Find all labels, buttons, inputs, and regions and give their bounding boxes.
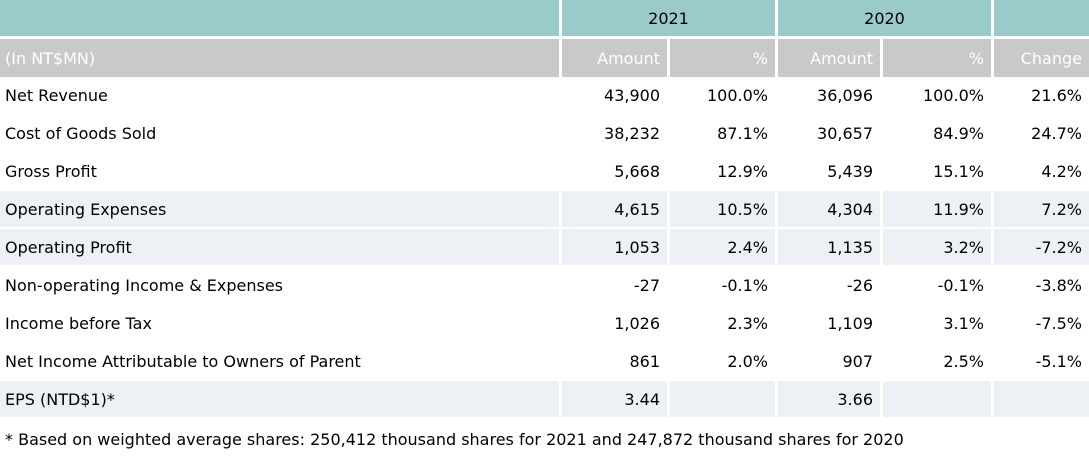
change-header: Change: [994, 39, 1089, 77]
table-row-operating-profit: Operating Profit 1,053 2.4% 1,135 3.2% -…: [0, 229, 1089, 267]
pct-2020: 3.1%: [883, 305, 994, 343]
change-pct: -5.1%: [994, 343, 1089, 381]
amount-2021: 38,232: [562, 115, 670, 153]
change-pct: 21.6%: [994, 77, 1089, 115]
year-header-2020: 2020: [778, 0, 994, 39]
amount-2020: 1,135: [778, 229, 883, 267]
pct-2020: 15.1%: [883, 153, 994, 191]
pct-2021: 10.5%: [670, 191, 778, 229]
year-header-2021: 2021: [562, 0, 778, 39]
amount-2020: 36,096: [778, 77, 883, 115]
change-pct: 24.7%: [994, 115, 1089, 153]
table-row-cogs: Cost of Goods Sold 38,232 87.1% 30,657 8…: [0, 115, 1089, 153]
amount-2020: 907: [778, 343, 883, 381]
pct-2020: -0.1%: [883, 267, 994, 305]
change-pct: 7.2%: [994, 191, 1089, 229]
row-label: Operating Profit: [0, 229, 562, 267]
pct-2021: -0.1%: [670, 267, 778, 305]
amount-2020: 4,304: [778, 191, 883, 229]
amount-2021: 3.44: [562, 381, 670, 419]
pct-2020: 2.5%: [883, 343, 994, 381]
row-label: Cost of Goods Sold: [0, 115, 562, 153]
footnote: * Based on weighted average shares: 250,…: [0, 419, 1089, 463]
change-pct: -7.5%: [994, 305, 1089, 343]
year-header-row: 2021 2020: [0, 0, 1089, 39]
pct-2021: [670, 381, 778, 419]
pct-2021: 2.0%: [670, 343, 778, 381]
change-pct: -3.8%: [994, 267, 1089, 305]
percent-header-2020: %: [883, 39, 994, 77]
row-label: EPS (NTD$1)*: [0, 381, 562, 419]
row-label: Income before Tax: [0, 305, 562, 343]
amount-2021: 4,615: [562, 191, 670, 229]
pct-2020: 11.9%: [883, 191, 994, 229]
change-pct: 4.2%: [994, 153, 1089, 191]
year-header-change-spacer: [994, 0, 1089, 39]
pct-2020: 100.0%: [883, 77, 994, 115]
pct-2021: 87.1%: [670, 115, 778, 153]
table-row-gross-profit: Gross Profit 5,668 12.9% 5,439 15.1% 4.2…: [0, 153, 1089, 191]
table-row-net-income: Net Income Attributable to Owners of Par…: [0, 343, 1089, 381]
row-label: Gross Profit: [0, 153, 562, 191]
amount-2020: 1,109: [778, 305, 883, 343]
amount-2021: 1,053: [562, 229, 670, 267]
pct-2020: 3.2%: [883, 229, 994, 267]
amount-2021: 1,026: [562, 305, 670, 343]
unit-label: (In NT$MN): [0, 39, 562, 77]
amount-2020: -26: [778, 267, 883, 305]
pct-2021: 12.9%: [670, 153, 778, 191]
row-label: Non-operating Income & Expenses: [0, 267, 562, 305]
pct-2020: 84.9%: [883, 115, 994, 153]
amount-2021: 861: [562, 343, 670, 381]
change-pct: [994, 381, 1089, 419]
pct-2021: 2.3%: [670, 305, 778, 343]
row-label: Net Income Attributable to Owners of Par…: [0, 343, 562, 381]
amount-2020: 3.66: [778, 381, 883, 419]
income-statement-table: 2021 2020 (In NT$MN) Amount % Amount % C…: [0, 0, 1089, 419]
amount-2020: 30,657: [778, 115, 883, 153]
row-label: Operating Expenses: [0, 191, 562, 229]
pct-2020: [883, 381, 994, 419]
percent-header-2021: %: [670, 39, 778, 77]
year-header-spacer: [0, 0, 562, 39]
table-row-income-before-tax: Income before Tax 1,026 2.3% 1,109 3.1% …: [0, 305, 1089, 343]
amount-header-2021: Amount: [562, 39, 670, 77]
amount-2021: 43,900: [562, 77, 670, 115]
table-row-non-operating: Non-operating Income & Expenses -27 -0.1…: [0, 267, 1089, 305]
table-row-operating-expenses: Operating Expenses 4,615 10.5% 4,304 11.…: [0, 191, 1089, 229]
column-header-row: (In NT$MN) Amount % Amount % Change: [0, 39, 1089, 77]
change-pct: -7.2%: [994, 229, 1089, 267]
pct-2021: 100.0%: [670, 77, 778, 115]
pct-2021: 2.4%: [670, 229, 778, 267]
amount-2020: 5,439: [778, 153, 883, 191]
table-row-net-revenue: Net Revenue 43,900 100.0% 36,096 100.0% …: [0, 77, 1089, 115]
amount-2021: -27: [562, 267, 670, 305]
amount-header-2020: Amount: [778, 39, 883, 77]
table-row-eps: EPS (NTD$1)* 3.44 3.66: [0, 381, 1089, 419]
row-label: Net Revenue: [0, 77, 562, 115]
amount-2021: 5,668: [562, 153, 670, 191]
